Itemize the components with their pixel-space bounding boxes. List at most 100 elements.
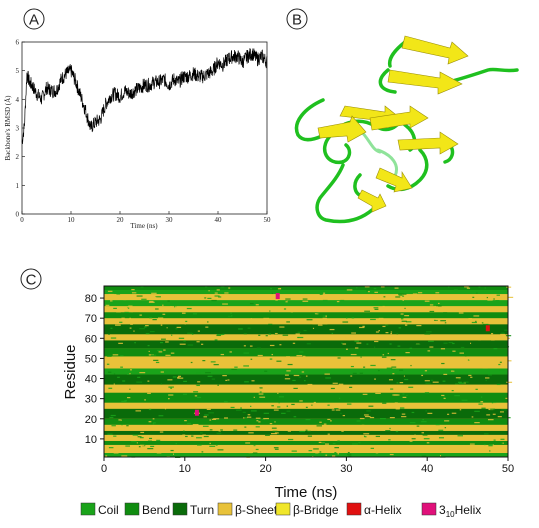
structure-fleck bbox=[322, 317, 327, 319]
structure-fleck bbox=[485, 379, 487, 382]
structure-fleck bbox=[362, 393, 368, 395]
structure-fleck bbox=[376, 448, 380, 450]
structure-fleck bbox=[476, 292, 478, 294]
structure-fleck bbox=[207, 375, 213, 377]
structure-fleck bbox=[485, 377, 490, 379]
structure-fleck bbox=[349, 386, 353, 388]
structure-fleck bbox=[206, 408, 211, 410]
structure-fleck bbox=[360, 356, 362, 358]
structure-fleck bbox=[444, 427, 447, 429]
structure-fleck bbox=[506, 381, 513, 383]
structure-fleck bbox=[274, 432, 279, 434]
structure-fleck bbox=[361, 424, 365, 426]
structure-fleck bbox=[342, 414, 346, 417]
structure-fleck bbox=[302, 300, 309, 302]
structure-fleck bbox=[281, 306, 285, 308]
structure-fleck bbox=[373, 307, 379, 309]
structure-fleck bbox=[209, 445, 216, 447]
structure-fleck bbox=[395, 296, 401, 298]
structure-fleck bbox=[404, 315, 410, 317]
structure-fleck bbox=[341, 342, 343, 344]
structure-fleck bbox=[394, 402, 398, 404]
structure-fleck bbox=[216, 334, 221, 337]
structure-fleck bbox=[307, 435, 313, 437]
structure-fleck bbox=[405, 351, 410, 354]
structure-fleck bbox=[381, 356, 387, 358]
structure-fleck bbox=[304, 357, 308, 359]
structure-fleck bbox=[253, 396, 255, 398]
structure-fleck bbox=[325, 454, 328, 456]
structure-fleck bbox=[458, 388, 463, 390]
structure-fleck bbox=[441, 445, 447, 447]
structure-fleck bbox=[440, 348, 446, 350]
structure-fleck bbox=[123, 298, 127, 301]
structure-fleck bbox=[342, 294, 345, 297]
structure-fleck bbox=[359, 417, 365, 420]
structure-fleck bbox=[164, 287, 166, 289]
structure-fleck bbox=[346, 317, 348, 319]
structure-fleck bbox=[244, 426, 247, 428]
structure-fleck bbox=[308, 450, 313, 452]
structure-fleck bbox=[393, 394, 400, 396]
structure-fleck bbox=[156, 452, 162, 454]
structure-fleck bbox=[389, 453, 394, 456]
structure-fleck bbox=[493, 348, 498, 350]
structure-fleck bbox=[491, 290, 497, 292]
panel-label-b: B bbox=[286, 8, 308, 30]
structure-fleck bbox=[228, 287, 231, 289]
structure-fleck bbox=[347, 453, 352, 455]
structure-fleck bbox=[389, 427, 391, 430]
rmsd-y-tick-label: 1 bbox=[16, 182, 20, 190]
structure-fleck bbox=[229, 351, 232, 353]
structure-fleck bbox=[491, 339, 495, 341]
structure-fleck bbox=[157, 349, 162, 352]
structure-fleck bbox=[468, 374, 472, 377]
structure-fleck bbox=[322, 299, 328, 302]
structure-fleck bbox=[242, 411, 246, 413]
structure-fleck bbox=[364, 286, 370, 288]
structure-fleck bbox=[370, 447, 375, 449]
structure-fleck bbox=[283, 308, 287, 310]
legend-swatch bbox=[421, 502, 437, 516]
structure-fleck bbox=[191, 385, 197, 387]
structure-fleck bbox=[346, 403, 352, 405]
structure-fleck bbox=[416, 324, 422, 327]
structure-fleck bbox=[274, 421, 276, 423]
structure-fleck bbox=[183, 340, 186, 342]
structure-fleck bbox=[153, 359, 159, 361]
structure-fleck bbox=[144, 399, 146, 401]
structure-legend: Coil Bend Turn β-Sheet β-Bridge α-Helix 310Hel… bbox=[80, 502, 481, 519]
structure-fleck bbox=[334, 408, 339, 410]
rmsd-y-tick-label: 0 bbox=[16, 211, 20, 219]
structure-fleck bbox=[474, 410, 480, 412]
residue-band bbox=[104, 440, 508, 445]
structure-fleck bbox=[438, 429, 444, 431]
structure-fleck bbox=[484, 287, 486, 289]
structure-fleck bbox=[213, 364, 219, 366]
structure-fleck bbox=[447, 286, 450, 288]
structure-fleck bbox=[460, 346, 465, 349]
structure-fleck bbox=[247, 414, 251, 416]
structure-fleck bbox=[294, 338, 297, 340]
structure-fleck bbox=[295, 333, 300, 335]
structure-fleck bbox=[145, 333, 150, 335]
structure-fleck bbox=[123, 307, 128, 310]
structure-fleck bbox=[221, 286, 225, 288]
structure-fleck bbox=[248, 451, 253, 454]
structure-fleck bbox=[177, 375, 182, 377]
rmsd-plot-frame bbox=[21, 41, 268, 215]
structure-fleck bbox=[327, 418, 331, 421]
structure-fleck bbox=[216, 289, 220, 291]
structure-fleck bbox=[339, 425, 346, 428]
structure-fleck bbox=[464, 355, 467, 357]
structure-fleck bbox=[396, 333, 399, 335]
beta-strand-7 bbox=[375, 167, 413, 193]
structure-fleck bbox=[408, 386, 414, 388]
structure-fleck bbox=[293, 416, 297, 418]
structure-fleck bbox=[191, 333, 194, 335]
structure-fleck bbox=[374, 378, 376, 380]
structure-fleck bbox=[271, 405, 274, 407]
structure-fleck bbox=[430, 379, 434, 381]
structure-fleck bbox=[169, 389, 173, 392]
structure-fleck bbox=[339, 397, 341, 399]
